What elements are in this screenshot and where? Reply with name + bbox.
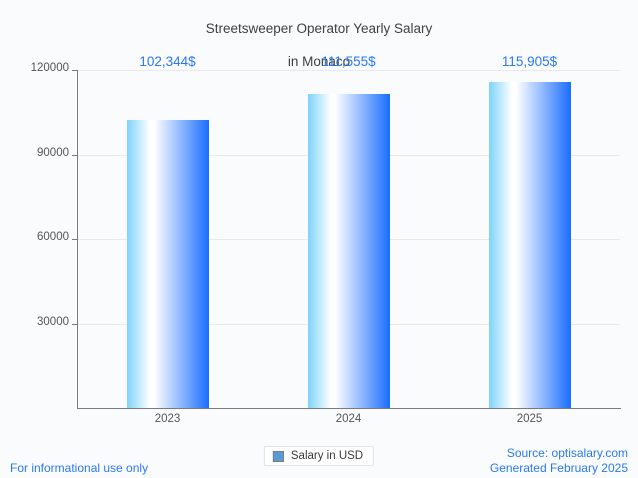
bar-value-label-2025: 115,905$ — [501, 54, 558, 69]
y-axis-line — [77, 70, 78, 409]
chart-legend[interactable]: Salary in USD — [263, 446, 375, 466]
disclaimer-text: For informational use only — [10, 461, 149, 475]
y-tick-mark — [72, 70, 77, 71]
y-tick-mark — [72, 323, 77, 325]
x-tick-label-2024: 2024 — [335, 413, 362, 425]
y-tick-label: 60000 — [37, 231, 69, 243]
chart-title: Streetsweeper Operator Yearly Salary in … — [0, 4, 638, 70]
y-tick-label: 30000 — [37, 315, 69, 328]
legend-item-label: Salary in USD — [290, 450, 364, 462]
source-block: Source: optisalary.com Generated Februar… — [490, 446, 628, 476]
legend-swatch-icon — [272, 450, 284, 462]
bar-2023[interactable] — [126, 119, 209, 408]
y-tick-label: 90000 — [37, 146, 69, 159]
bar-value-label-2023: 102,344$ — [139, 54, 196, 69]
x-tick-label-2023: 2023 — [154, 413, 181, 425]
generated-text: Generated February 2025 — [489, 461, 628, 475]
chart-title-line-2: in Monaco — [287, 53, 351, 69]
chart-title-line-1: Streetsweeper Operator Yearly Salary — [205, 20, 433, 36]
bar-2025[interactable] — [488, 81, 571, 408]
y-tick-mark — [72, 239, 77, 240]
bar-value-label-2024: 111,555$ — [321, 54, 376, 69]
x-tick-label-2025: 2025 — [516, 413, 543, 425]
y-tick-label: 120000 — [30, 62, 69, 74]
source-text: Source: optisalary.com — [506, 446, 628, 460]
y-tick-mark — [72, 154, 77, 156]
x-axis-line — [77, 408, 621, 409]
bar-2024[interactable] — [307, 93, 390, 408]
gridline — [77, 70, 620, 71]
